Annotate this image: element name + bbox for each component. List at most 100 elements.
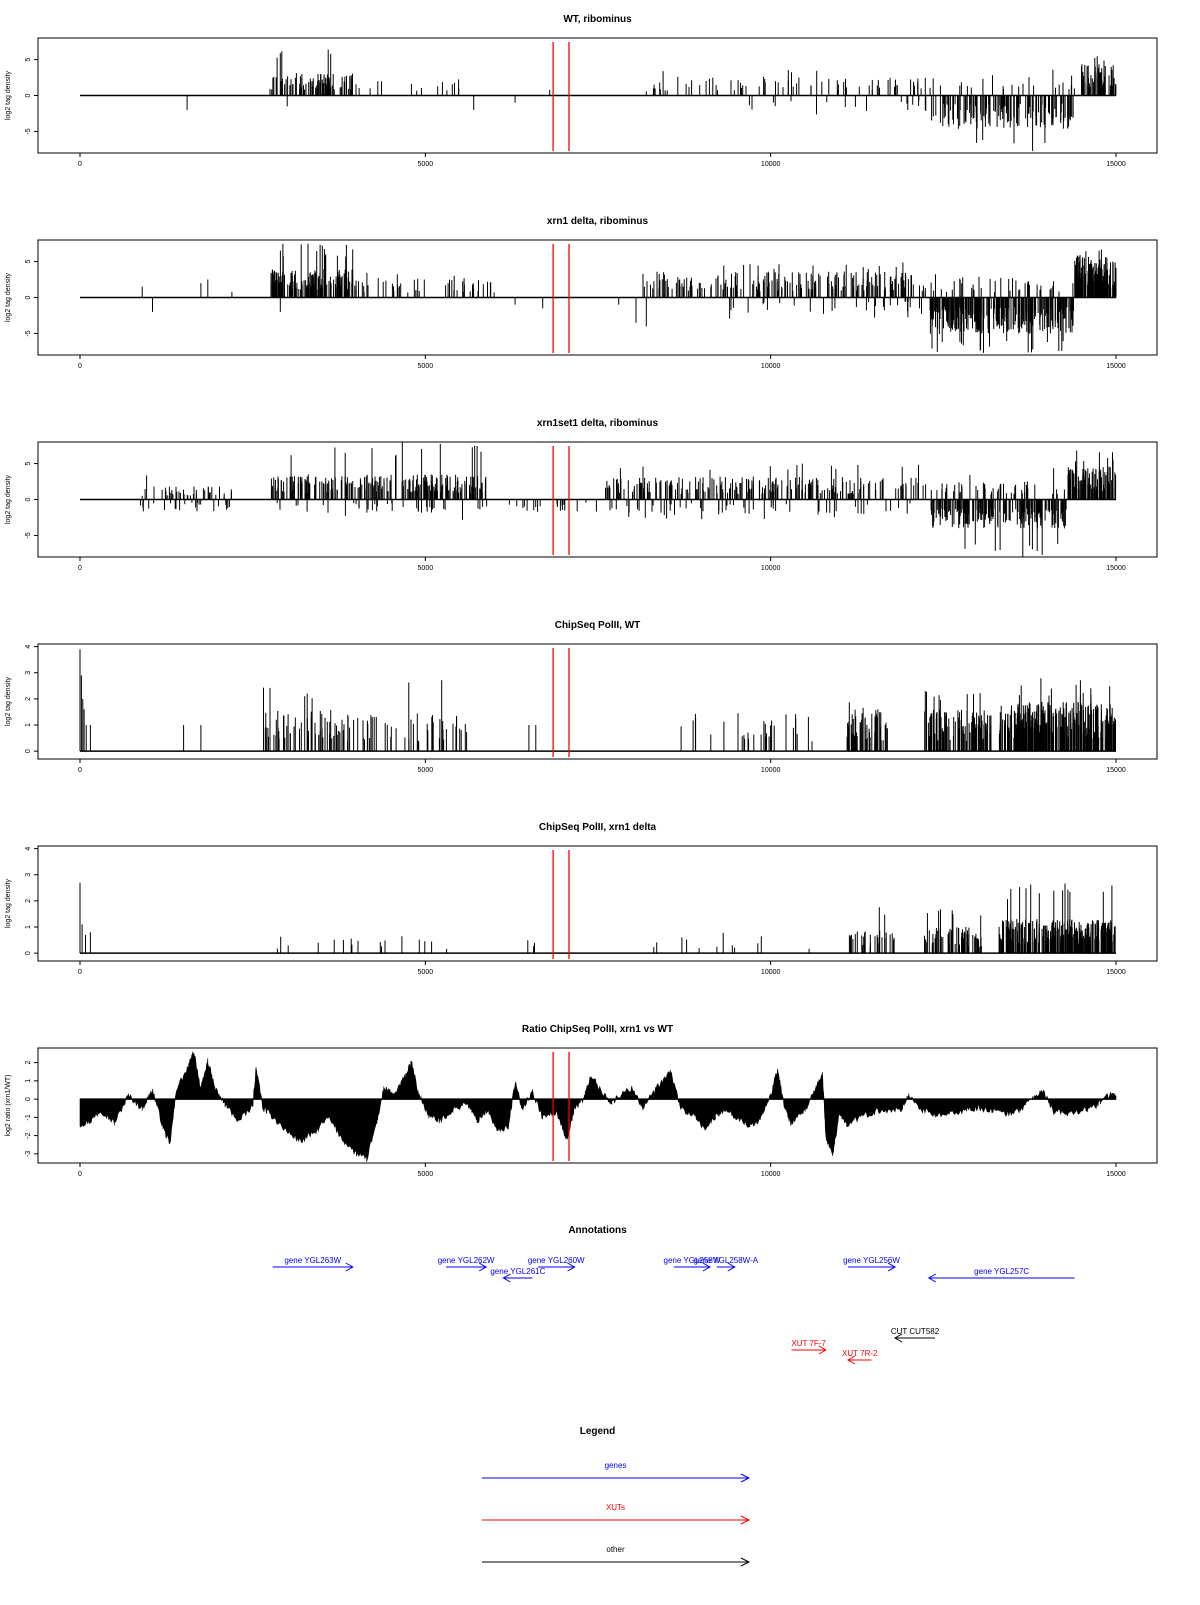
bar-series: [186, 49, 1117, 151]
y-tick-label: -2: [25, 1132, 32, 1138]
y-tick-label: 0: [25, 93, 32, 97]
feature-gene: gene YGL260W: [528, 1256, 585, 1272]
x-tick-label: 0: [78, 363, 82, 370]
feature-label: gene YGL258W: [664, 1256, 721, 1265]
feature-gene: gene YGL257C: [927, 1267, 1075, 1283]
y-tick-label: 1: [25, 1079, 32, 1083]
x-tick-label: 0: [78, 767, 82, 774]
legend-title: Legend: [580, 1426, 616, 1437]
y-tick-label: -5: [25, 128, 32, 134]
legend-item: other: [482, 1545, 751, 1567]
x-tick-label: 15000: [1106, 565, 1126, 572]
x-tick-label: 5000: [418, 767, 434, 774]
feature-label: gene YGL261C: [490, 1267, 545, 1276]
legend-arrowhead: [740, 1557, 751, 1567]
x-tick-label: 5000: [418, 363, 434, 370]
feature-gene: gene YGL263W: [272, 1256, 354, 1272]
feature-xut: XUT 7R-2: [842, 1349, 878, 1365]
y-axis-label: log2 ratio (xrn1/WT): [5, 1075, 12, 1137]
feature-arrowhead: [345, 1262, 354, 1272]
y-axis-label: log2 tag density: [5, 70, 12, 120]
y-tick-label: 3: [25, 671, 32, 675]
plot-frame: [37, 643, 1158, 760]
feature-arrowhead: [502, 1273, 511, 1283]
y-tick-label: 4: [25, 847, 32, 851]
legend-label: XUTs: [606, 1503, 625, 1512]
x-tick-label: 5000: [418, 969, 434, 976]
y-tick-label: 0: [25, 749, 32, 753]
panel-title: xrn1 delta, ribominus: [547, 216, 649, 227]
y-tick-label: 0: [25, 1097, 32, 1101]
feature-arrowhead: [567, 1262, 576, 1272]
panel-2: xrn1 delta, ribominus log2 tag density -5 0…: [5, 216, 1158, 370]
legend-arrowhead: [740, 1473, 751, 1483]
y-axis-label: log2 tag density: [5, 474, 12, 524]
feature-gene: gene YGL262W: [438, 1256, 495, 1272]
x-tick-label: 10000: [761, 363, 781, 370]
feature-label: gene YGL256W: [843, 1256, 900, 1265]
x-tick-label: 15000: [1106, 363, 1126, 370]
panel-title: ChipSeq PolII, xrn1 delta: [539, 822, 657, 833]
feature-label: gene YGL263W: [284, 1256, 341, 1265]
bar-series: [141, 243, 1117, 353]
feature-arrowhead: [847, 1355, 856, 1365]
y-tick-label: 5: [25, 462, 32, 466]
y-tick-label: -3: [25, 1151, 32, 1157]
feature-gene: gene YGL258W: [664, 1256, 721, 1272]
feature-label: XUT 7R-2: [842, 1349, 878, 1358]
panel-6: Ratio ChipSeq PolII, xrn1 vs WT log2 rati…: [5, 1024, 1158, 1178]
legend-label: other: [606, 1545, 625, 1554]
bar-series: [140, 442, 1117, 557]
y-tick-label: -5: [25, 330, 32, 336]
legend-item: genes: [482, 1461, 751, 1483]
x-tick-label: 5000: [418, 1171, 434, 1178]
annotations-title: Annotations: [568, 1225, 627, 1236]
feature-other: CUT CUT582: [891, 1327, 940, 1343]
x-tick-label: 10000: [761, 565, 781, 572]
x-tick-label: 15000: [1106, 1171, 1126, 1178]
y-tick-label: 5: [25, 260, 32, 264]
feature-arrowhead: [727, 1262, 736, 1272]
bar-series: [79, 882, 1116, 954]
panel-title: ChipSeq PolII, WT: [555, 620, 641, 631]
y-tick-label: 1: [25, 925, 32, 929]
ratio-area: [79, 1050, 1117, 1162]
x-tick-label: 5000: [418, 565, 434, 572]
x-tick-label: 5000: [418, 161, 434, 168]
panel-title: xrn1set1 delta, ribominus: [537, 418, 659, 429]
bar-series: [79, 649, 1116, 752]
feature-arrowhead: [893, 1333, 903, 1343]
feature-gene: gene YGL256W: [843, 1256, 900, 1272]
panel-title: Ratio ChipSeq PolII, xrn1 vs WT: [522, 1024, 673, 1035]
legend-item: XUTs: [482, 1503, 751, 1525]
y-tick-label: 0: [25, 951, 32, 955]
feature-arrowhead: [478, 1262, 488, 1272]
feature-label: gene YGL260W: [528, 1256, 585, 1265]
x-tick-label: 15000: [1106, 161, 1126, 168]
feature-arrowhead: [887, 1262, 896, 1272]
y-axis-label: log2 tag density: [5, 676, 12, 726]
y-tick-label: 2: [25, 1061, 32, 1065]
y-tick-label: 2: [25, 697, 32, 701]
x-tick-label: 0: [78, 969, 82, 976]
y-tick-label: 0: [25, 497, 32, 501]
x-tick-label: 0: [78, 565, 82, 572]
x-tick-label: 0: [78, 1171, 82, 1178]
legend-label: genes: [605, 1461, 627, 1470]
x-tick-label: 10000: [761, 161, 781, 168]
feature-arrowhead: [927, 1273, 937, 1283]
x-tick-label: 10000: [761, 1171, 781, 1178]
feature-label: gene YGL258W-A: [693, 1256, 758, 1265]
y-tick-label: -1: [25, 1114, 32, 1120]
panel-5: ChipSeq PolII, xrn1 delta log2 tag densit…: [5, 822, 1158, 976]
y-axis-label: log2 tag density: [5, 272, 12, 322]
x-tick-label: 0: [78, 161, 82, 168]
feature-label: CUT CUT582: [891, 1327, 940, 1336]
feature-arrowhead: [818, 1345, 827, 1355]
feature-xut: XUT 7F-7: [791, 1339, 827, 1355]
panel-3: xrn1set1 delta, ribominus log2 tag densit…: [5, 418, 1158, 572]
x-tick-label: 15000: [1106, 767, 1126, 774]
plot-frame: [37, 1047, 1158, 1164]
annotations-track: Annotations gene YGL263W gene YGL262W gene …: [272, 1225, 1075, 1365]
